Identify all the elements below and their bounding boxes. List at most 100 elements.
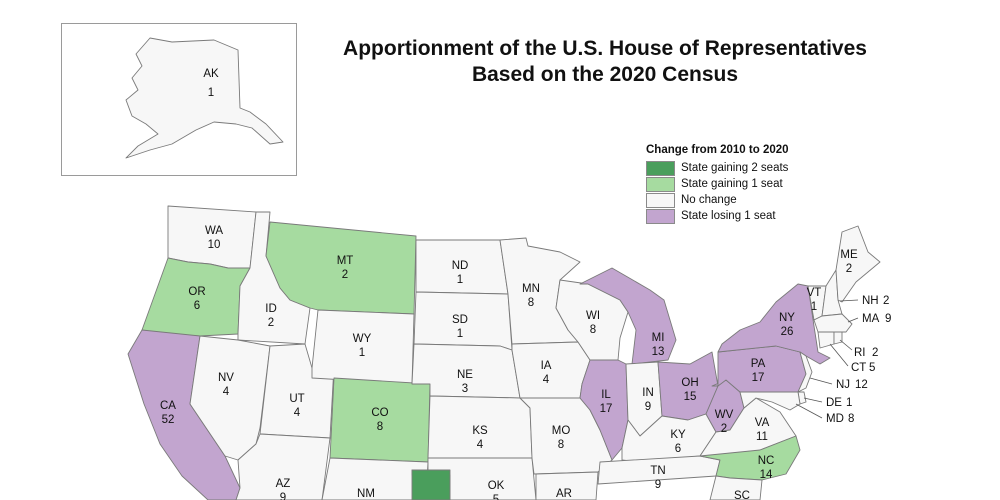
label-mt-abbr: MT [337,255,354,267]
label-me-seats: 2 [846,263,852,275]
state-co[interactable] [329,377,431,463]
label-ok-seats: 5 [493,494,499,500]
state-ak[interactable] [125,37,284,159]
label-me-abbr: ME [840,249,858,261]
map-title: Apportionment of the U.S. House of Repre… [300,36,910,88]
state-sc[interactable] [709,475,763,500]
state-nj[interactable] [797,351,813,393]
label-id-seats: 2 [268,317,274,329]
label-ne-abbr: NE [457,369,473,381]
label-mn-seats: 8 [528,297,534,309]
label-ut-seats: 4 [294,407,301,419]
label-mo-abbr: MO [552,425,571,437]
label-vt-abbr: VT [807,287,822,299]
label-ri-seats: 2 [872,347,878,359]
label-ma-seats: 9 [885,313,891,325]
label-ma-abbr: MA [862,313,880,325]
label-ks-abbr: KS [472,425,488,437]
state-nc[interactable] [699,435,801,481]
label-in-abbr: IN [642,387,654,399]
label-nh-seats: 2 [883,295,889,307]
state-nh[interactable] [821,269,843,317]
label-ak-seats: 1 [208,87,214,99]
label-nh-abbr: NH [862,295,879,307]
state-mt[interactable] [265,221,417,315]
label-vt-seats: 1 [811,301,817,313]
legend-swatch [646,192,675,208]
legend: Change from 2010 to 2020 State gaining 2… [646,144,826,224]
state-nm[interactable] [321,457,429,500]
state-ar[interactable] [535,471,599,500]
legend-item-gain-2: State gaining 2 seats [646,160,826,176]
legend-item-gain-1: State gaining 1 seat [646,176,826,192]
state-md[interactable] [739,391,801,411]
state-wa[interactable] [167,205,257,269]
label-mi-abbr: MI [652,332,665,344]
label-wi-abbr: WI [586,310,600,322]
label-id-abbr: ID [265,303,277,315]
legend-label: State losing 1 seat [681,210,776,222]
label-ri-abbr: RI [854,347,866,359]
label-tn-seats: 9 [655,479,661,491]
label-il-abbr: IL [601,389,611,401]
state-me[interactable] [835,225,881,303]
label-az-seats: 9 [280,492,286,500]
state-mi[interactable] [579,267,677,365]
label-ne-seats: 3 [462,383,468,395]
label-nj-abbr: NJ [836,379,850,391]
label-nc-seats: 14 [760,469,773,481]
label-ia-seats: 4 [543,374,550,386]
label-wv-abbr: WV [715,409,734,421]
label-va-abbr: VA [755,417,770,429]
label-mt-seats: 2 [342,269,348,281]
label-md-seats: 8 [848,413,854,425]
label-or-abbr: OR [188,286,205,298]
legend-item-lose-1: State losing 1 seat [646,208,826,224]
leader-line-nj [809,377,833,385]
label-oh-seats: 15 [684,391,697,403]
state-ri[interactable] [833,331,843,345]
label-pa-seats: 17 [752,372,765,384]
state-az[interactable] [235,433,331,500]
legend-item-no-change: No change [646,192,826,208]
leader-line-ct [829,343,849,367]
state-il[interactable] [579,359,629,461]
legend-swatch [646,208,675,224]
label-co-seats: 8 [377,421,383,433]
label-nv-seats: 4 [223,386,230,398]
label-wy-seats: 1 [359,347,365,359]
title-line-2: Based on the 2020 Census [471,63,739,86]
label-mn-abbr: MN [522,283,540,295]
title-line-1: Apportionment of the U.S. House of Repre… [343,37,867,60]
label-ok-abbr: OK [488,480,505,492]
label-tn-abbr: TN [650,465,665,477]
state-ma[interactable] [813,313,853,333]
label-co-abbr: CO [371,407,388,419]
label-ct-abbr: CT [851,362,866,374]
label-az-abbr: AZ [276,478,291,490]
label-wy-abbr: WY [353,333,372,345]
label-ar-abbr: AR [556,488,572,500]
label-mi-seats: 13 [652,346,665,358]
label-nc-abbr: NC [758,455,775,467]
label-il-seats: 17 [600,403,613,415]
label-nd-seats: 1 [457,274,463,286]
label-ny-seats: 26 [781,326,794,338]
label-nm-abbr: NM [357,488,375,500]
label-ny-abbr: NY [779,312,795,324]
label-nj-seats: 12 [855,379,868,391]
label-sd-seats: 1 [457,328,463,340]
leader-line-ri [839,339,853,351]
legend-swatch [646,176,675,192]
label-oh-abbr: OH [681,377,698,389]
label-or-seats: 6 [194,300,200,312]
state-ny[interactable] [717,283,831,365]
label-in-seats: 9 [645,401,651,413]
state-tx[interactable] [411,469,451,500]
legend-title: Change from 2010 to 2020 [646,144,789,156]
label-ca-seats: 52 [162,414,175,426]
label-pa-abbr: PA [751,358,766,370]
label-de-seats: 1 [846,397,852,409]
label-sd-abbr: SD [452,314,468,326]
label-sc-abbr: SC [734,490,750,500]
